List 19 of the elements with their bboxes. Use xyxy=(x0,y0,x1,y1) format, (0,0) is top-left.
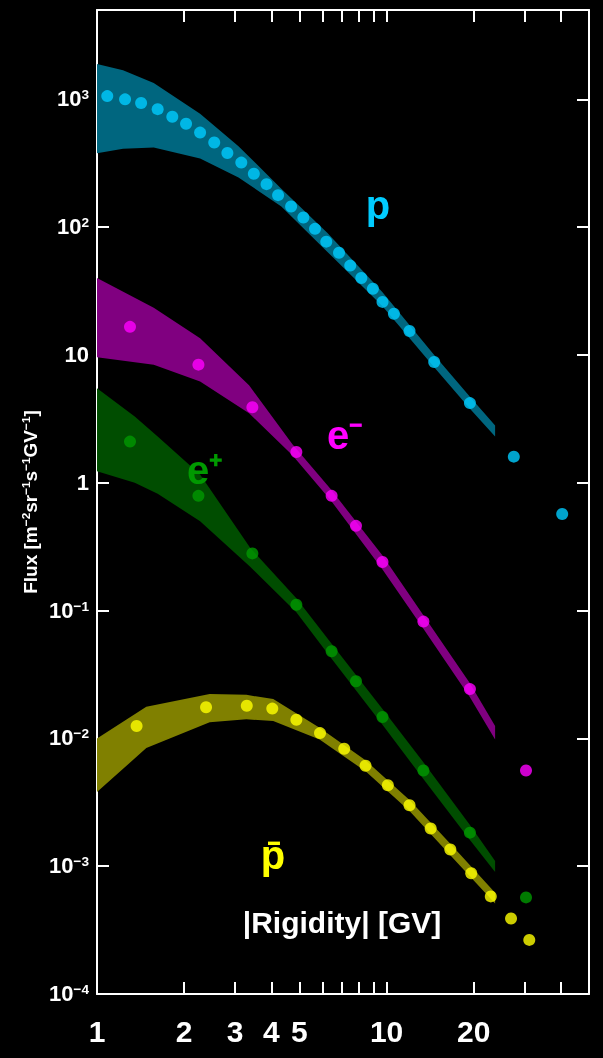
series-label: p xyxy=(365,183,391,227)
y-tick-label: 10$^{−3}$ xyxy=(48,853,89,879)
series-label: e⁻ xyxy=(326,413,364,457)
y-tick-label: 10$^{−2}$ xyxy=(48,725,89,751)
x-tick-label: 2 xyxy=(175,1014,193,1048)
x-axis-title: |Rigidity| [GV] xyxy=(242,906,442,939)
y-tick-label: 10 xyxy=(64,341,89,367)
y-tick-label: 10$^{3}$ xyxy=(56,86,89,112)
x-tick-label: 20 xyxy=(457,1014,491,1048)
text: p̄ xyxy=(260,833,286,877)
y-tick-label: 1 xyxy=(76,469,89,495)
x-tick-label: 4 xyxy=(263,1014,281,1048)
x-tick-label: 3 xyxy=(226,1014,244,1048)
y-tick-label: 10$^{2}$ xyxy=(56,214,89,240)
y-tick-label: 10$^{−4}$ xyxy=(48,981,89,1006)
x-tick-label: 10 xyxy=(369,1014,404,1048)
y-tick-label: 10$^{−1}$ xyxy=(48,597,89,623)
series-label: e⁺ xyxy=(186,448,224,492)
x-tick-label: 5 xyxy=(291,1014,308,1048)
